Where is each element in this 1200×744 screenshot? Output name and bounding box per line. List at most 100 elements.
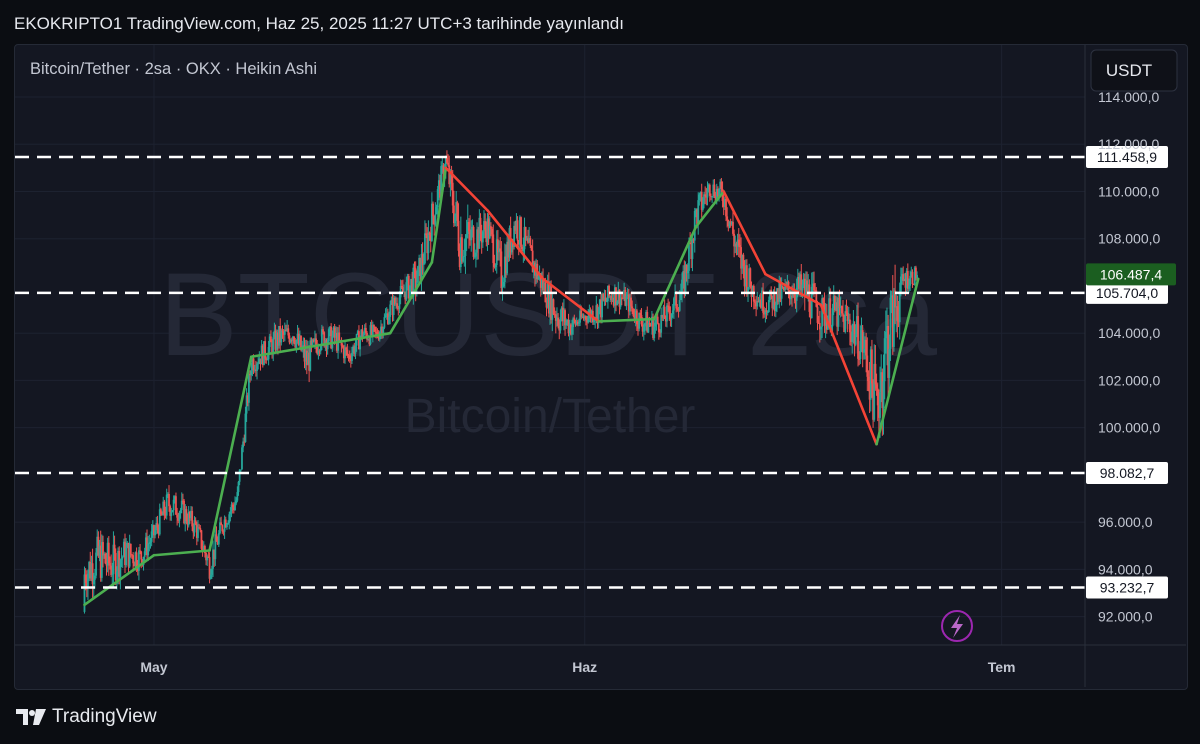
candle-down	[132, 552, 135, 572]
candle-up	[430, 192, 433, 242]
candle-down	[794, 294, 797, 309]
candle-down	[391, 292, 394, 322]
candle-up	[268, 333, 271, 355]
candle-down	[755, 296, 758, 317]
candle-up	[764, 308, 767, 323]
candle-up	[662, 304, 665, 322]
candle-up	[883, 331, 886, 400]
candle-down	[911, 269, 914, 288]
candle-down	[139, 544, 141, 555]
candle-up	[466, 204, 469, 239]
candle-up	[895, 291, 898, 333]
candle-down	[213, 549, 216, 567]
watermark-symbol: BTCUSDT 2sa	[159, 249, 937, 381]
candle-down	[527, 229, 529, 245]
candle-down	[373, 324, 375, 332]
candle-down	[457, 203, 460, 257]
candle-down	[458, 243, 461, 271]
level-label: 111.458,9	[1097, 149, 1157, 165]
candle-down	[397, 305, 400, 316]
candle-up	[810, 272, 813, 319]
candle-up	[607, 285, 609, 309]
y-tick-label: 108.000,0	[1098, 231, 1160, 247]
candle-down	[550, 280, 553, 324]
candle-down	[364, 322, 367, 337]
candle-up	[805, 271, 807, 298]
candle-up	[575, 317, 578, 326]
candle-down	[450, 165, 453, 191]
candle-up	[441, 156, 444, 174]
symbol-line[interactable]: Bitcoin/Tether · 2sa · OKX · Heikin Ashi	[30, 60, 317, 78]
candle-down	[208, 552, 211, 584]
candle-down	[310, 337, 313, 353]
candle-down	[902, 266, 905, 286]
candle-up	[190, 506, 192, 521]
candle-up	[217, 530, 220, 548]
candle-up	[673, 296, 675, 319]
candle-down	[426, 227, 429, 261]
candle-up	[226, 522, 228, 530]
candle-down	[858, 351, 861, 366]
candle-up	[278, 325, 280, 349]
currency-button-label[interactable]: USDT	[1106, 61, 1152, 80]
candle-down	[290, 337, 293, 345]
candle-down	[246, 392, 249, 407]
candle-down	[891, 275, 894, 355]
candle-up	[178, 511, 181, 528]
last-price-label: 106.487,4	[1100, 266, 1162, 282]
candle-down	[195, 521, 198, 546]
candle-up	[248, 367, 250, 411]
candle-down	[620, 293, 623, 306]
candle-down	[186, 513, 189, 531]
lightning-bolt-icon[interactable]	[941, 610, 973, 642]
y-tick-label: 112.000,0	[1098, 136, 1159, 152]
ma-segment-up	[694, 190, 726, 229]
candle-down	[133, 561, 136, 567]
candle-down	[505, 244, 507, 278]
candle-up	[98, 539, 101, 562]
currency-button[interactable]: USDT	[1090, 49, 1178, 92]
candle-down	[574, 319, 577, 327]
candle-down	[876, 382, 879, 422]
candle-down	[733, 229, 736, 258]
candle-down	[615, 287, 617, 312]
candle-up	[230, 501, 233, 518]
candle-up	[427, 220, 430, 260]
candle-down	[676, 304, 679, 312]
candle-down	[547, 272, 550, 318]
ma-segment-up	[249, 346, 309, 359]
x-tick-label: May	[140, 659, 167, 675]
ma-segment-up	[430, 166, 448, 264]
candle-up	[463, 239, 466, 267]
ma-segment-down	[722, 190, 767, 276]
candle-up	[351, 346, 353, 364]
candle-down	[157, 524, 160, 539]
candle-down	[303, 337, 306, 369]
candle-up	[748, 263, 751, 290]
candle-up	[193, 516, 196, 537]
candle-down	[842, 300, 844, 322]
candle-up	[171, 509, 174, 513]
candle-down	[557, 313, 560, 329]
grid-lines	[15, 45, 1085, 645]
candle-down	[500, 241, 503, 293]
candle-up	[859, 325, 862, 365]
candle-down	[850, 325, 852, 347]
candle-down	[146, 529, 148, 562]
candle-up	[869, 346, 872, 412]
candle-up	[674, 284, 676, 306]
candle-down	[480, 224, 483, 254]
candle-down	[710, 193, 712, 201]
candle-down	[573, 314, 576, 324]
candle-up	[263, 341, 265, 366]
candle-down	[865, 332, 868, 373]
candle-up	[470, 220, 473, 252]
candle-up	[560, 306, 563, 322]
candle-up	[851, 323, 854, 354]
candle-up	[138, 547, 140, 581]
candle-up	[250, 362, 253, 381]
candle-down	[668, 301, 671, 322]
candle-down	[264, 336, 267, 364]
candle-up	[578, 318, 580, 327]
